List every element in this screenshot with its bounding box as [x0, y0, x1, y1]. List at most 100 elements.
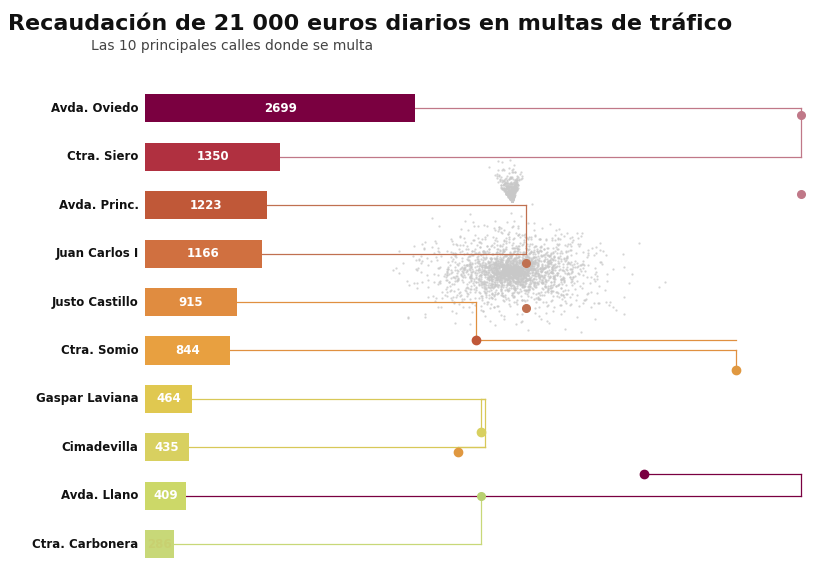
Point [505, 193, 519, 202]
Point [505, 195, 518, 205]
Point [520, 285, 534, 295]
Point [412, 255, 425, 264]
Point [503, 174, 516, 183]
Point [500, 266, 513, 276]
Point [531, 247, 544, 256]
Point [504, 266, 517, 275]
Point [500, 267, 514, 277]
Point [488, 263, 501, 272]
Point [505, 253, 518, 262]
Point [491, 280, 505, 289]
Point [557, 262, 570, 271]
Point [488, 258, 501, 267]
Point [505, 274, 518, 283]
Point [447, 249, 460, 258]
Point [509, 266, 522, 275]
Point [457, 233, 471, 242]
Point [564, 264, 577, 273]
Point [503, 264, 516, 274]
Point [504, 260, 517, 269]
Point [481, 298, 495, 307]
Point [453, 291, 466, 300]
Point [578, 295, 591, 305]
Point [509, 182, 522, 191]
Point [512, 176, 525, 185]
Point [609, 305, 622, 314]
Point [511, 231, 525, 240]
Point [505, 194, 519, 203]
Point [506, 256, 520, 265]
Point [567, 263, 580, 272]
Point [505, 174, 518, 183]
Point [505, 186, 518, 195]
Point [458, 261, 471, 270]
Point [519, 267, 532, 276]
Point [501, 186, 515, 195]
Point [535, 266, 548, 276]
Point [457, 273, 470, 282]
Point [466, 278, 480, 288]
Point [513, 266, 526, 276]
Point [505, 193, 519, 202]
Point [445, 252, 458, 261]
Point [504, 263, 517, 272]
Point [509, 181, 522, 190]
Point [530, 267, 543, 277]
Point [515, 260, 528, 269]
Point [606, 264, 619, 273]
Point [470, 261, 483, 270]
Point [520, 264, 533, 274]
Point [539, 250, 552, 259]
Point [502, 268, 515, 277]
Point [490, 269, 503, 278]
Point [508, 268, 521, 277]
Point [508, 266, 521, 275]
Point [527, 259, 540, 268]
Point [535, 256, 548, 266]
Point [503, 192, 516, 201]
Point [507, 187, 520, 196]
Point [476, 260, 489, 270]
Point [496, 270, 510, 280]
Point [507, 264, 520, 274]
Point [528, 263, 541, 273]
Point [500, 190, 514, 199]
Point [503, 300, 516, 309]
Point [490, 256, 503, 266]
Point [498, 262, 511, 271]
Point [512, 256, 525, 265]
Point [517, 264, 530, 273]
Point [525, 232, 538, 241]
Point [496, 267, 509, 277]
Point [591, 299, 604, 308]
Point [560, 263, 574, 272]
Point [514, 169, 527, 178]
Point [525, 292, 538, 302]
Point [514, 267, 527, 276]
Point [497, 186, 510, 195]
Point [501, 266, 515, 275]
Point [497, 180, 510, 189]
Point [498, 269, 511, 278]
Point [505, 266, 519, 276]
Point [543, 284, 556, 293]
Point [500, 189, 514, 198]
Point [510, 180, 524, 190]
Point [535, 261, 549, 270]
Point [543, 273, 556, 282]
Point [511, 269, 525, 278]
Point [510, 273, 524, 282]
Point [505, 167, 519, 176]
Point [497, 268, 510, 277]
Point [490, 270, 503, 279]
Text: Avda. Princ.: Avda. Princ. [59, 199, 139, 212]
Point [489, 259, 502, 268]
Point [563, 233, 576, 242]
Point [467, 235, 481, 245]
Point [492, 277, 505, 286]
Point [502, 191, 515, 200]
Point [447, 286, 461, 295]
Point [517, 270, 530, 279]
Point [525, 260, 538, 269]
Point [520, 244, 533, 253]
